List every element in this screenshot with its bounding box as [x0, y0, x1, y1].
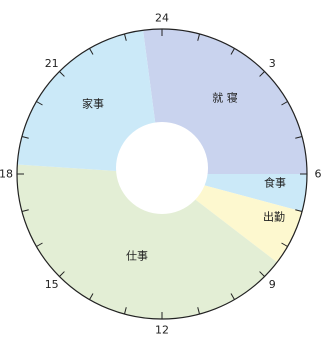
segment-housework [17, 30, 163, 174]
hour-label-3: 3 [269, 57, 276, 70]
hour-tick [197, 33, 201, 41]
hour-tick [230, 48, 235, 55]
hour-tick [21, 209, 29, 213]
hour-tick [123, 33, 127, 41]
hour-tick [259, 71, 265, 77]
hour-label-21: 21 [45, 57, 59, 70]
center-hole [116, 122, 208, 214]
segment-work [16, 164, 278, 320]
hour-label-group: 24 3 6 9 12 15 18 21 [0, 12, 322, 337]
hour-tick [197, 307, 201, 315]
hour-tick [36, 242, 43, 247]
hour-tick [230, 293, 235, 300]
segment-label-meal: 食事 [264, 176, 286, 190]
segment-label-work: 仕事 [126, 250, 148, 263]
tick-group [17, 29, 307, 319]
hour-tick [59, 71, 65, 77]
hour-tick [123, 307, 127, 315]
hour-label-15: 15 [45, 278, 59, 291]
hour-tick [295, 135, 303, 139]
hour-tick [281, 101, 288, 106]
hour-tick [295, 209, 303, 213]
hour-tick [36, 101, 43, 106]
segment-label-commute: 出勤 [263, 210, 285, 224]
hour-tick [89, 293, 94, 300]
hour-tick [281, 242, 288, 247]
hour-tick [259, 271, 265, 277]
hour-tick [89, 48, 94, 55]
hour-tick [21, 135, 29, 139]
segment-label-sleep: 就 寝 [212, 91, 238, 105]
hour-label-24: 24 [155, 12, 169, 25]
hour-label-12: 12 [155, 324, 169, 337]
hour-tick [59, 271, 65, 277]
segment-label-housework: 家事 [82, 97, 104, 111]
hour-label-9: 9 [269, 278, 276, 291]
hour-label-18: 18 [0, 168, 13, 181]
hour-label-6: 6 [315, 168, 322, 181]
